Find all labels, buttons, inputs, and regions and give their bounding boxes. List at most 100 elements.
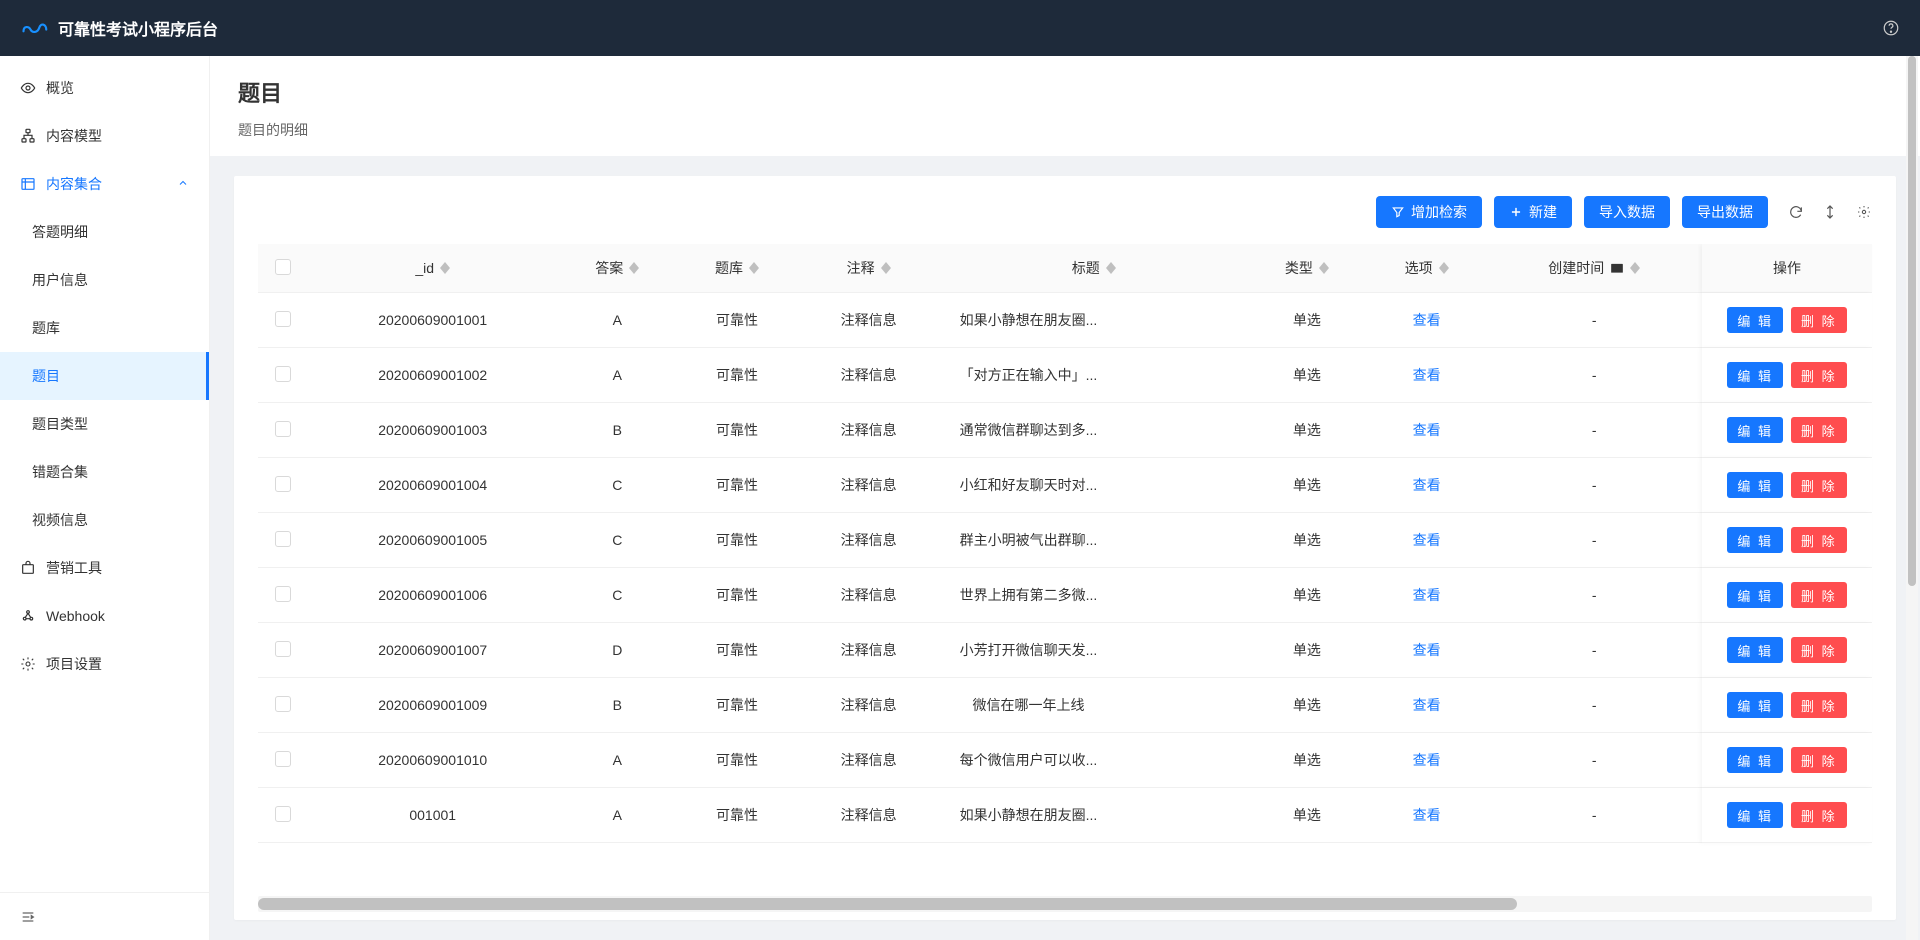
cell-title: 微信在哪一年上线 xyxy=(940,678,1247,733)
select-all-checkbox[interactable] xyxy=(275,259,291,275)
cell-answer: C xyxy=(557,458,677,513)
sidebar-item-概览[interactable]: 概览 xyxy=(0,64,209,112)
table-row: 20200609001004C可靠性注释信息小红和好友聊天时对...单选查看-编… xyxy=(258,458,1872,513)
import-button[interactable]: 导入数据 xyxy=(1584,196,1670,228)
edit-button[interactable]: 编 辑 xyxy=(1727,472,1783,498)
edit-button[interactable]: 编 辑 xyxy=(1727,747,1783,773)
add-filter-button[interactable]: 增加检索 xyxy=(1376,196,1482,228)
row-checkbox[interactable] xyxy=(275,641,291,657)
sidebar-item-Webhook[interactable]: Webhook xyxy=(0,592,209,640)
cell-answer: A xyxy=(557,733,677,788)
delete-button[interactable]: 删 除 xyxy=(1791,527,1847,553)
sort-icon[interactable] xyxy=(629,262,639,274)
edit-button[interactable]: 编 辑 xyxy=(1727,307,1783,333)
row-checkbox[interactable] xyxy=(275,751,291,767)
sort-icon[interactable] xyxy=(1630,262,1640,274)
page-subtitle: 题目的明细 xyxy=(238,120,1892,140)
view-link[interactable]: 查看 xyxy=(1413,312,1441,328)
sort-icon[interactable] xyxy=(1439,262,1449,274)
row-checkbox[interactable] xyxy=(275,696,291,712)
row-checkbox[interactable] xyxy=(275,476,291,492)
sidebar-subitem-答题明细[interactable]: 答题明细 xyxy=(0,208,209,256)
sort-icon[interactable] xyxy=(881,262,891,274)
sidebar-subitem-错题合集[interactable]: 错题合集 xyxy=(0,448,209,496)
edit-button[interactable]: 编 辑 xyxy=(1727,417,1783,443)
table-row: 20200609001006C可靠性注释信息世界上拥有第二多微...单选查看-编… xyxy=(258,568,1872,623)
delete-button[interactable]: 删 除 xyxy=(1791,747,1847,773)
cell-id: 20200609001001 xyxy=(308,293,557,348)
column-height-icon[interactable] xyxy=(1822,204,1838,220)
delete-button[interactable]: 删 除 xyxy=(1791,692,1847,718)
delete-button[interactable]: 删 除 xyxy=(1791,417,1847,443)
view-link[interactable]: 查看 xyxy=(1413,587,1441,603)
cell-created: - xyxy=(1486,348,1702,403)
cell-created: - xyxy=(1486,458,1702,513)
settings-icon[interactable] xyxy=(1856,204,1872,220)
delete-button[interactable]: 删 除 xyxy=(1791,362,1847,388)
cell-answer: A xyxy=(557,293,677,348)
cell-note: 注释信息 xyxy=(797,623,941,678)
cell-bank: 可靠性 xyxy=(677,733,797,788)
view-link[interactable]: 查看 xyxy=(1413,422,1441,438)
sidebar-subitem-用户信息[interactable]: 用户信息 xyxy=(0,256,209,304)
row-checkbox[interactable] xyxy=(275,366,291,382)
edit-button[interactable]: 编 辑 xyxy=(1727,362,1783,388)
cell-id: 20200609001009 xyxy=(308,678,557,733)
edit-button[interactable]: 编 辑 xyxy=(1727,527,1783,553)
sidebar-subitem-题目[interactable]: 题目 xyxy=(0,352,209,400)
edit-button[interactable]: 编 辑 xyxy=(1727,802,1783,828)
top-header: 可靠性考试小程序后台 xyxy=(0,0,1920,56)
logo-icon xyxy=(20,14,48,42)
vertical-scrollbar[interactable] xyxy=(1906,56,1918,940)
delete-button[interactable]: 删 除 xyxy=(1791,802,1847,828)
table-row: 20200609001005C可靠性注释信息群主小明被气出群聊...单选查看-编… xyxy=(258,513,1872,568)
sidebar-collapse-button[interactable] xyxy=(0,892,209,940)
row-checkbox[interactable] xyxy=(275,421,291,437)
cell-note: 注释信息 xyxy=(797,733,941,788)
view-link[interactable]: 查看 xyxy=(1413,367,1441,383)
sidebar-subitem-题库[interactable]: 题库 xyxy=(0,304,209,352)
edit-button[interactable]: 编 辑 xyxy=(1727,692,1783,718)
view-link[interactable]: 查看 xyxy=(1413,642,1441,658)
sort-icon[interactable] xyxy=(749,262,759,274)
cell-answer: A xyxy=(557,788,677,843)
cell-bank: 可靠性 xyxy=(677,458,797,513)
delete-button[interactable]: 删 除 xyxy=(1791,472,1847,498)
cell-note: 注释信息 xyxy=(797,348,941,403)
sidebar-subitem-视频信息[interactable]: 视频信息 xyxy=(0,496,209,544)
row-checkbox[interactable] xyxy=(275,586,291,602)
sort-icon[interactable] xyxy=(440,262,450,274)
cell-note: 注释信息 xyxy=(797,513,941,568)
delete-button[interactable]: 删 除 xyxy=(1791,582,1847,608)
edit-button[interactable]: 编 辑 xyxy=(1727,637,1783,663)
new-button[interactable]: 新建 xyxy=(1494,196,1572,228)
row-checkbox[interactable] xyxy=(275,531,291,547)
sort-icon[interactable] xyxy=(1106,262,1116,274)
cell-bank: 可靠性 xyxy=(677,788,797,843)
view-link[interactable]: 查看 xyxy=(1413,752,1441,768)
export-button[interactable]: 导出数据 xyxy=(1682,196,1768,228)
view-link[interactable]: 查看 xyxy=(1413,532,1441,548)
help-icon[interactable] xyxy=(1882,19,1900,37)
toolbar: 增加检索 新建 导入数据 导出数据 xyxy=(234,176,1896,244)
delete-button[interactable]: 删 除 xyxy=(1791,307,1847,333)
row-checkbox[interactable] xyxy=(275,806,291,822)
cell-note: 注释信息 xyxy=(797,568,941,623)
sidebar-item-项目设置[interactable]: 项目设置 xyxy=(0,640,209,688)
view-link[interactable]: 查看 xyxy=(1413,697,1441,713)
sidebar-item-内容模型[interactable]: 内容模型 xyxy=(0,112,209,160)
view-link[interactable]: 查看 xyxy=(1413,807,1441,823)
sidebar-subitem-题目类型[interactable]: 题目类型 xyxy=(0,400,209,448)
sidebar-item-营销工具[interactable]: 营销工具 xyxy=(0,544,209,592)
row-checkbox[interactable] xyxy=(275,311,291,327)
view-link[interactable]: 查看 xyxy=(1413,477,1441,493)
sidebar-item-内容集合[interactable]: 内容集合 xyxy=(0,160,209,208)
refresh-icon[interactable] xyxy=(1788,204,1804,220)
horizontal-scrollbar[interactable] xyxy=(258,896,1872,912)
delete-button[interactable]: 删 除 xyxy=(1791,637,1847,663)
cell-bank: 可靠性 xyxy=(677,403,797,458)
data-table: _id 答案 题库 注释 标题 类型 选项 创建时间 操作 2 xyxy=(258,244,1872,843)
sort-icon[interactable] xyxy=(1319,262,1329,274)
cell-id: 20200609001003 xyxy=(308,403,557,458)
edit-button[interactable]: 编 辑 xyxy=(1727,582,1783,608)
